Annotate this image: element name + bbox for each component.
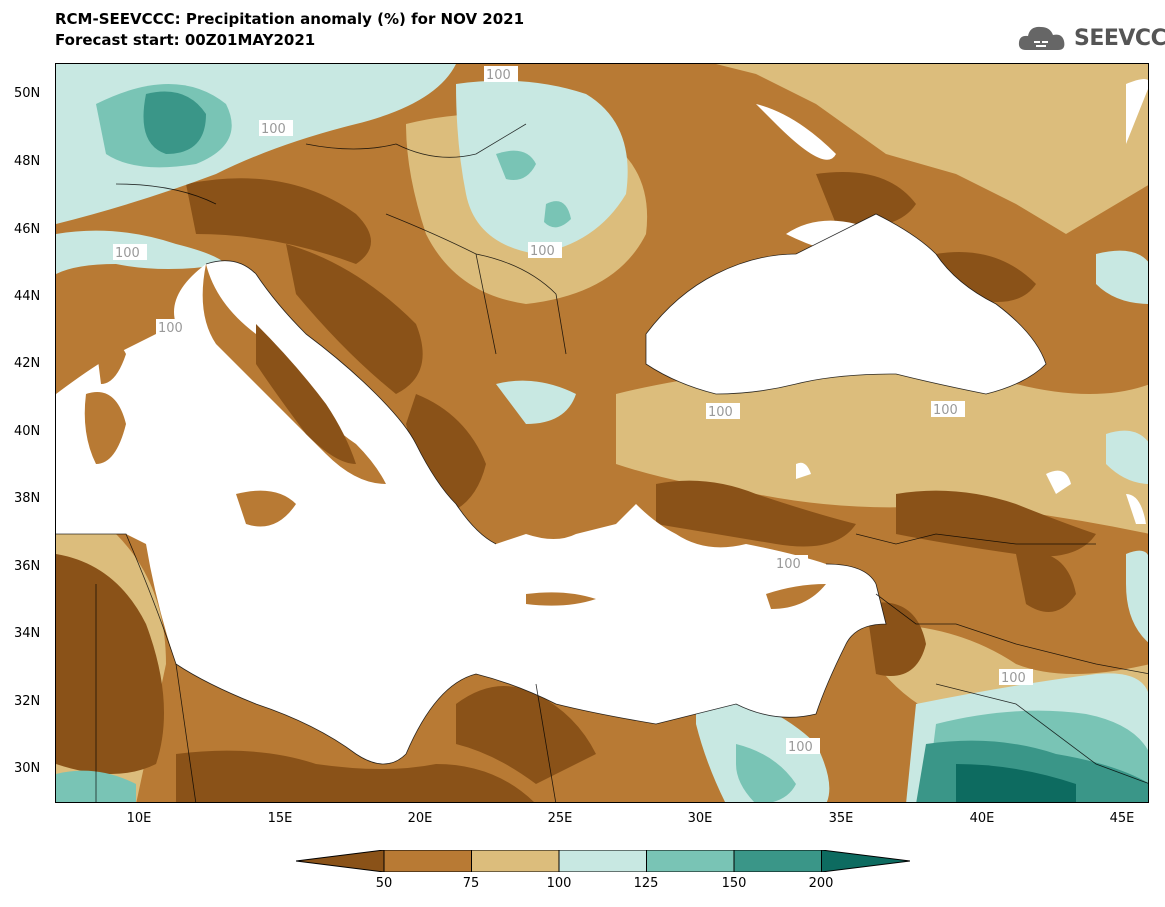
colorbar — [295, 849, 911, 873]
lat-tick-36n: 36N — [14, 559, 41, 574]
lat-tick-48n: 48N — [14, 154, 41, 169]
forecast-start: Forecast start: 00Z01MAY2021 — [55, 31, 316, 49]
lon-tick-35e: 35E — [828, 811, 854, 826]
colorbar-bin-50-75 — [383, 849, 472, 873]
lat-tick-44n: 44N — [14, 289, 41, 304]
contour-label-5: 100 — [158, 321, 183, 336]
contour-label-9: 100 — [1001, 671, 1026, 686]
contour-label-2: 100 — [261, 122, 286, 137]
colorbar-bin-125-150 — [646, 849, 735, 873]
contour-label-8: 100 — [776, 557, 801, 572]
colorbar-bin-100-125 — [558, 849, 647, 873]
colorbar-high-arrow — [821, 849, 911, 873]
colorbar-bin-150-200 — [733, 849, 822, 873]
colorbar-label-100: 100 — [546, 876, 572, 891]
lat-tick-34n: 34N — [14, 626, 41, 641]
lon-tick-20e: 20E — [407, 811, 433, 826]
contour-label-4: 100 — [530, 244, 555, 259]
colorbar-bin-75-100 — [471, 849, 560, 873]
contour-label-3: 100 — [115, 246, 140, 261]
lat-tick-46n: 46N — [14, 222, 41, 237]
lat-tick-40n: 40N — [14, 424, 41, 439]
lat-tick-38n: 38N — [14, 491, 41, 506]
lat-tick-50n: 50N — [14, 86, 41, 101]
colorbar-label-150: 150 — [721, 876, 747, 891]
lon-tick-15e: 15E — [267, 811, 293, 826]
contour-label-1: 100 — [486, 68, 511, 83]
cloud-icon — [1018, 26, 1065, 50]
contour-label-6: 100 — [708, 405, 733, 420]
colorbar-label-125: 125 — [633, 876, 659, 891]
contour-label-7: 100 — [933, 403, 958, 418]
lon-tick-10e: 10E — [126, 811, 152, 826]
colorbar-label-200: 200 — [808, 876, 834, 891]
lon-tick-45e: 45E — [1109, 811, 1135, 826]
lat-tick-42n: 42N — [14, 356, 41, 371]
colorbar-label-50: 50 — [375, 876, 393, 891]
lon-tick-30e: 30E — [687, 811, 713, 826]
lat-tick-32n: 32N — [14, 694, 41, 709]
colorbar-low-arrow — [295, 849, 385, 873]
lat-tick-30n: 30N — [14, 761, 41, 776]
contour-label-10: 100 — [788, 740, 813, 755]
logo-text: SEEVCCC — [1074, 26, 1165, 51]
lon-tick-40e: 40E — [969, 811, 995, 826]
lon-tick-25e: 25E — [547, 811, 573, 826]
anomaly-map: 100 100 100 100 100 100 100 100 100 100 — [55, 63, 1149, 803]
seevccc-logo: SEEVCCC — [1016, 20, 1165, 56]
colorbar-label-75: 75 — [462, 876, 480, 891]
map-title: RCM-SEEVCCC: Precipitation anomaly (%) f… — [55, 10, 525, 28]
